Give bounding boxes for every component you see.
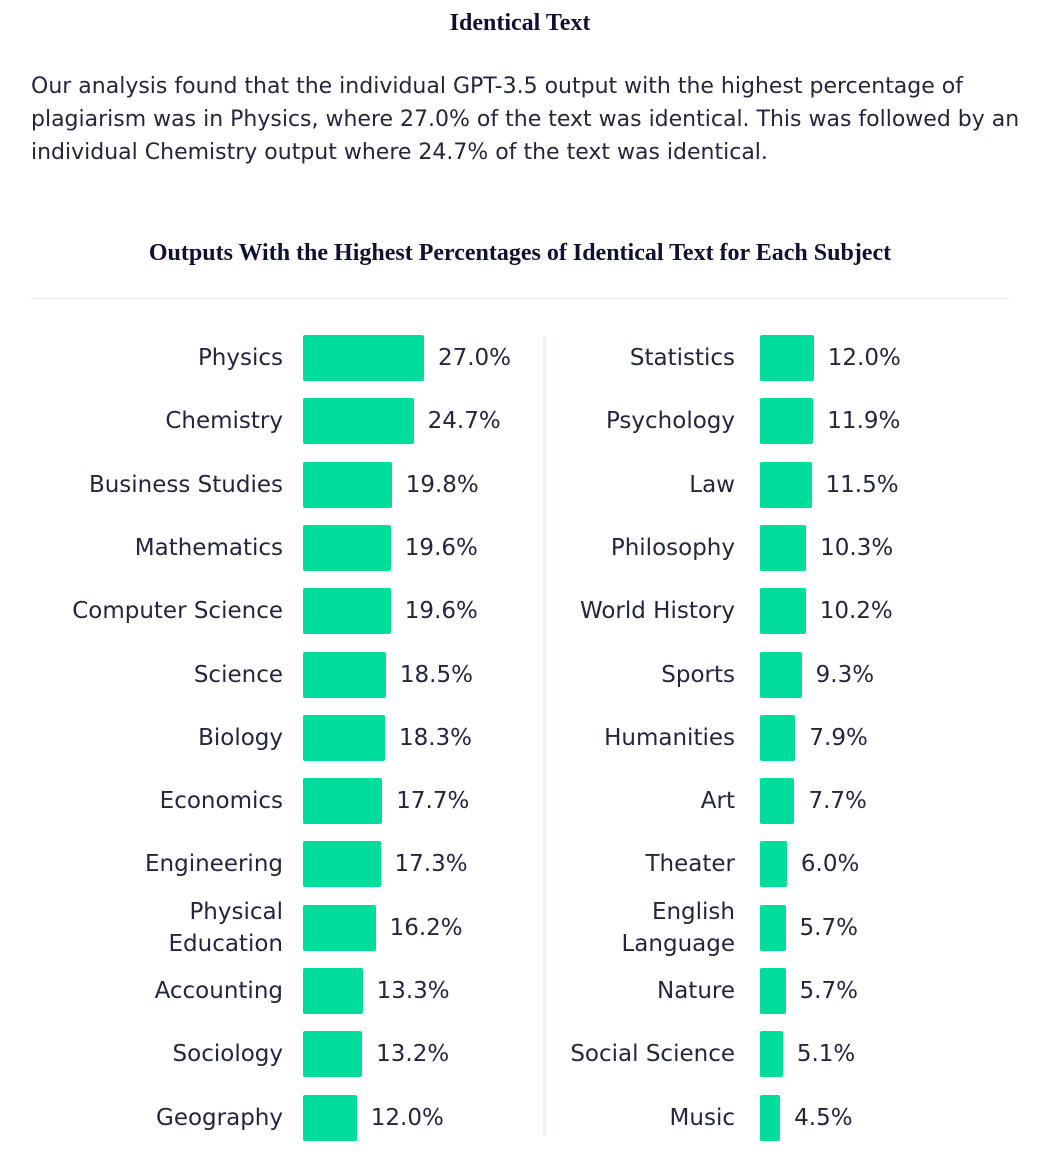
column-divider — [543, 336, 546, 1136]
category-label: Humanities — [604, 724, 735, 751]
bar — [760, 651, 802, 698]
bar — [303, 714, 385, 761]
bar — [303, 1031, 363, 1078]
bar — [303, 1094, 357, 1141]
bar — [760, 398, 814, 445]
bar — [760, 968, 786, 1014]
bar — [760, 841, 787, 888]
category-label: Music — [669, 1104, 735, 1131]
value-label: 5.7% — [799, 914, 858, 941]
value-label: 11.9% — [827, 408, 901, 435]
category-label: Accounting — [154, 978, 283, 1004]
bar — [760, 588, 806, 635]
category-label: Mathematics — [134, 534, 283, 561]
value-label: 7.7% — [808, 788, 867, 815]
category-label: Biology — [198, 724, 283, 751]
value-label: 19.6% — [404, 598, 478, 625]
bar — [303, 841, 381, 888]
category-label: Philosophy — [610, 534, 735, 561]
category-label: Physical Education — [168, 898, 283, 957]
category-label: Sociology — [172, 1041, 283, 1068]
value-label: 11.5% — [825, 471, 899, 498]
value-label: 24.7% — [427, 408, 501, 435]
value-label: 5.7% — [799, 978, 858, 1004]
value-label: 7.9% — [809, 724, 868, 751]
value-label: 19.8% — [405, 471, 479, 498]
value-label: 17.3% — [394, 851, 468, 878]
category-label: Science — [193, 661, 283, 688]
bar — [303, 335, 424, 381]
bar — [303, 904, 376, 951]
value-label: 10.2% — [819, 598, 893, 625]
value-label: 13.3% — [376, 978, 450, 1004]
category-label: Computer Science — [72, 598, 283, 625]
bar — [760, 1031, 783, 1078]
bar — [303, 778, 383, 825]
category-label: World History — [579, 598, 735, 625]
category-label: Statistics — [629, 345, 735, 371]
value-label: 27.0% — [437, 345, 512, 371]
value-label: 5.1% — [796, 1041, 856, 1068]
value-label: 17.7% — [396, 788, 470, 815]
value-label: 12.0% — [370, 1104, 444, 1131]
section-heading: Identical Text — [449, 10, 591, 36]
value-label: 13.2% — [376, 1041, 450, 1068]
title-divider — [31, 298, 1009, 299]
bar — [760, 335, 814, 381]
value-label: 16.2% — [389, 914, 463, 941]
bar — [303, 524, 391, 571]
category-label: Nature — [657, 978, 735, 1004]
bar — [303, 398, 414, 445]
category-label: Art — [700, 788, 735, 815]
value-label: 6.0% — [800, 851, 860, 878]
bar — [760, 1094, 781, 1141]
chart-title: Outputs With the Highest Percentages of … — [148, 240, 892, 266]
value-label: 12.0% — [827, 345, 901, 371]
category-label: English Language — [621, 898, 735, 957]
category-label: Sports — [661, 661, 735, 688]
category-label: Business Studies — [88, 471, 283, 498]
value-label: 9.3% — [815, 661, 875, 688]
category-label: Theater — [645, 851, 736, 878]
bar — [303, 588, 391, 635]
bar — [303, 968, 363, 1014]
category-label: Economics — [159, 788, 283, 815]
value-label: 18.3% — [398, 724, 473, 751]
bar — [760, 524, 807, 571]
value-label: 10.3% — [820, 534, 894, 561]
category-label: Engineering — [145, 851, 283, 878]
category-label: Law — [689, 471, 735, 498]
bar — [760, 461, 812, 508]
category-label: Psychology — [605, 408, 735, 435]
category-label: Physics — [197, 345, 283, 371]
category-label: Social Science — [570, 1041, 735, 1068]
value-label: 19.6% — [404, 534, 478, 561]
category-label: Chemistry — [165, 408, 283, 435]
value-label: 18.5% — [399, 661, 473, 688]
bar — [760, 904, 786, 951]
bar — [303, 461, 392, 508]
bar — [303, 651, 386, 698]
bar — [760, 714, 796, 761]
category-label: Geography — [156, 1104, 283, 1131]
value-label: 4.5% — [794, 1104, 853, 1131]
bar — [760, 778, 795, 825]
intro-paragraph: Our analysis found that the individual G… — [31, 74, 1020, 165]
